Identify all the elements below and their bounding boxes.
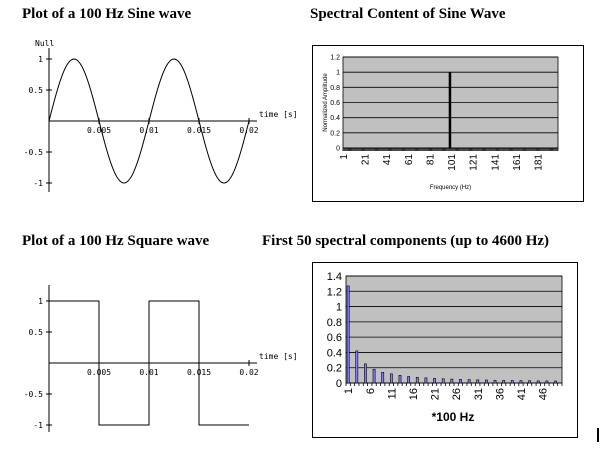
square-spectrum-bar-25 [450, 378, 454, 384]
square-spectrum-x-tick-label: 16 [408, 388, 420, 400]
sine-x-axis-label: time [s] [259, 110, 298, 119]
sine-y-axis-label: Null [35, 39, 54, 48]
square-spectrum-bar-15 [407, 376, 411, 384]
sine-spectrum-x-tick-label: 121 [469, 154, 480, 171]
sine-spectrum-x-tick-label: 161 [512, 154, 523, 171]
square-spectrum-x-tick-label: 36 [494, 388, 506, 400]
sine-spectrum-x-tick-label: 41 [382, 154, 393, 166]
square-y-tick-label: 0.5 [29, 328, 44, 337]
square-spectrum-bar-7 [372, 368, 376, 384]
sine-x-tick-label: 0.005 [87, 126, 111, 135]
sine-spectrum-x-axis-label: Frequency (Hz) [430, 185, 471, 191]
square-spectrum-bar-31 [476, 379, 480, 384]
square-spectrum-y-tick-label: 0.8 [327, 317, 342, 329]
square-y-tick-label: -1 [33, 421, 43, 430]
square-spectrum-title: First 50 spectral components (up to 4600… [262, 233, 550, 249]
square-spectrum-bar-33 [485, 379, 488, 384]
square-x-axis-label: time [s] [259, 352, 298, 361]
sine-spectrum-x-tick-label: 1 [339, 154, 350, 160]
square-spectrum-bar-3 [355, 350, 359, 384]
square-spectrum-bar-39 [510, 380, 514, 384]
sine-y-tick-label: 0.5 [29, 86, 44, 95]
sine-y-tick-label: -0.5 [24, 148, 43, 157]
sine-x-tick-label: 0.02 [239, 126, 258, 135]
square-spectrum-x-tick-label: 26 [451, 388, 463, 400]
sine-spectrum-y-tick-label: 0 [336, 146, 340, 153]
square-spectrum-bar-23 [441, 378, 445, 384]
sine-spectrum-x-tick-label: 181 [533, 154, 544, 171]
sine-spectrum-y-tick-label: 0.2 [330, 130, 340, 137]
square-spectrum-y-tick-label: 0 [336, 378, 342, 390]
square-spectrum-y-tick-label: 0.6 [327, 332, 342, 344]
sine-wave-line [48, 58, 250, 184]
sine-x-tick-label: 0.01 [139, 126, 158, 135]
square-spectrum-y-tick-label: 1.2 [327, 286, 342, 298]
square-spectrum-bar-43 [528, 380, 531, 384]
sine-wave-title: Plot of a 100 Hz Sine wave [22, 6, 192, 22]
square-spectrum-bar-37 [502, 380, 506, 384]
sine-spectrum-title: Spectral Content of Sine Wave [310, 6, 506, 22]
text-cursor [597, 428, 599, 442]
square-spectrum-x-tick-label: 11 [386, 388, 398, 399]
square-spectrum-x-tick-label: 46 [538, 388, 550, 400]
square-spectrum-y-tick-label: 1.4 [327, 271, 342, 283]
sine-spectrum-y-tick-label: 1.2 [330, 55, 340, 62]
square-spectrum-bar-27 [459, 379, 462, 384]
square-spectrum-bar-9 [381, 371, 385, 384]
square-spectrum-x-tick-label: 31 [473, 388, 485, 400]
sine-spectrum-x-tick-label: 81 [425, 154, 436, 166]
square-spectrum-bar-19 [424, 377, 428, 384]
square-spectrum-bar-5 [364, 363, 367, 384]
square-spectrum-x-axis-label: *100 Hz [432, 410, 475, 424]
square-spectrum-x-tick-label: 6 [365, 388, 377, 394]
square-spectrum-bar-49 [554, 380, 557, 384]
sine-spectrum-x-tick-label: 61 [404, 154, 415, 166]
square-spectrum-y-tick-label: 1 [336, 302, 342, 314]
sine-spectrum-y-tick-label: 1 [336, 70, 340, 77]
square-wave-title: Plot of a 100 Hz Square wave [22, 233, 210, 249]
square-y-tick-label: -0.5 [24, 390, 43, 399]
square-spectrum-bar-1 [346, 285, 350, 384]
sine-spectrum-y-tick-label: 0.8 [330, 85, 340, 92]
sine-spectrum-x-tick-label: 141 [490, 154, 501, 171]
square-spectrum-x-tick-label: 1 [343, 388, 355, 394]
square-wave-line [49, 300, 249, 426]
sine-y-tick-label: 1 [38, 55, 43, 64]
square-spectrum-y-tick-label: 0.4 [327, 347, 342, 359]
sine-spectrum-y-tick-label: 0.6 [330, 100, 340, 107]
square-spectrum-bar-13 [398, 375, 402, 384]
square-spectrum-y-tick-label: 0.2 [327, 363, 342, 375]
square-y-tick-label: 1 [38, 297, 43, 306]
square-spectrum-bar-41 [519, 380, 523, 384]
square-spectrum-x-tick-label: 41 [516, 388, 528, 400]
square-spectrum-x-tick-label: 21 [430, 388, 442, 400]
square-x-tick-label: 0.02 [239, 368, 258, 377]
square-spectrum-bar-47 [545, 380, 549, 384]
square-spectrum-bar-21 [433, 378, 436, 384]
sine-spectrum-x-tick-label: 21 [361, 154, 372, 166]
sine-spectrum-x-tick-label: 101 [447, 154, 458, 171]
sine-y-tick-label: -1 [33, 179, 43, 188]
sine-spectrum-y-axis-label: Normalized Amplitude [323, 73, 329, 132]
square-spectrum-bar-45 [536, 380, 540, 384]
square-spectrum-bar-11 [389, 373, 393, 384]
square-spectrum-bar-17 [415, 376, 419, 384]
square-spectrum-bar-35 [493, 379, 497, 384]
square-spectrum-plot-area [345, 275, 563, 384]
sine-spectrum-y-tick-label: 0.4 [330, 115, 340, 122]
square-spectrum-bar-29 [467, 379, 471, 384]
sine-x-tick-label: 0.015 [187, 126, 211, 135]
